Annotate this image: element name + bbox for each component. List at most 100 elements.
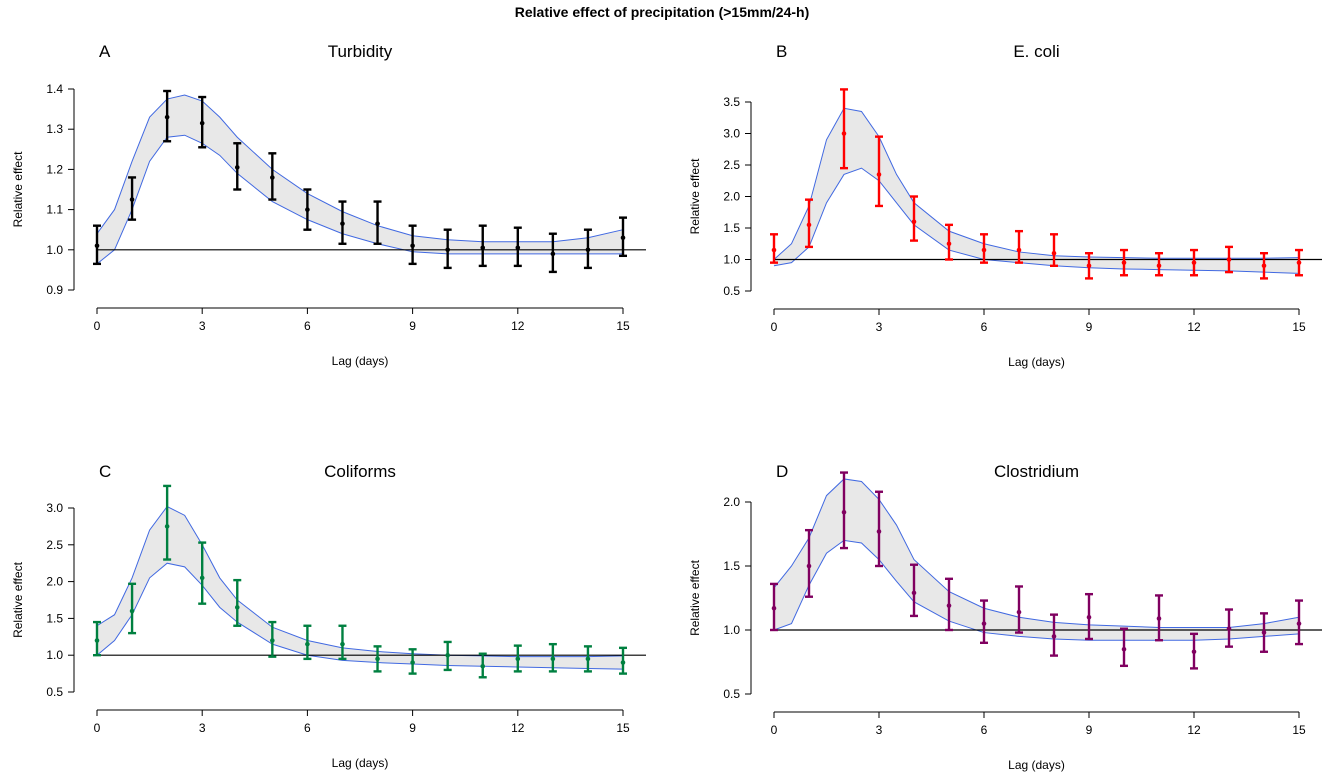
data-point xyxy=(445,247,450,253)
data-point xyxy=(1296,621,1302,626)
data-point xyxy=(1051,634,1057,639)
y-tick-label: 1.0 xyxy=(46,243,63,257)
data-point xyxy=(1156,616,1162,621)
data-point xyxy=(771,605,777,611)
band-upper-line xyxy=(773,478,1300,628)
x-axis-label: Lag (days) xyxy=(1008,758,1065,772)
data-point xyxy=(876,172,882,177)
data-point xyxy=(129,197,135,202)
y-tick-label: 0.5 xyxy=(46,685,63,699)
data-point xyxy=(1086,263,1092,269)
data-point xyxy=(199,575,205,581)
band-upper-line xyxy=(773,107,1300,260)
data-point xyxy=(1121,646,1127,652)
data-point xyxy=(946,603,952,608)
x-tick-label: 3 xyxy=(199,319,206,333)
data-point xyxy=(340,641,345,647)
x-tick-label: 6 xyxy=(981,723,988,737)
data-point xyxy=(305,641,310,647)
data-point xyxy=(981,621,987,626)
x-tick-label: 3 xyxy=(876,320,883,334)
band-lower-line xyxy=(773,167,1300,274)
data-point xyxy=(1226,257,1232,262)
y-tick-label: 2.0 xyxy=(46,575,63,589)
confidence-band xyxy=(774,108,1299,274)
data-point xyxy=(1156,263,1162,269)
x-tick-label: 9 xyxy=(409,319,416,333)
x-tick-label: 6 xyxy=(304,721,311,735)
x-tick-label: 9 xyxy=(1086,723,1093,737)
data-point xyxy=(515,656,521,662)
y-tick-label: 1.0 xyxy=(723,253,740,267)
data-point xyxy=(771,247,777,253)
panel-a: A Turbidity 0.9 1.0 1.1 1.2 1.3 1.4 0 3 6 9 12 15 Lag … xyxy=(11,42,646,368)
data-point xyxy=(550,656,556,662)
panel-letter: A xyxy=(99,42,111,61)
data-point xyxy=(550,251,556,257)
figure-title: Relative effect of precipitation (>15mm/… xyxy=(514,4,810,20)
data-point xyxy=(234,605,240,610)
data-point xyxy=(94,638,100,643)
x-tick-label: 6 xyxy=(304,319,311,333)
y-tick-label: 3.5 xyxy=(723,95,740,109)
x-tick-label: 6 xyxy=(981,320,988,334)
data-point xyxy=(1016,609,1022,615)
y-tick-label: 1.1 xyxy=(46,203,63,217)
data-point xyxy=(164,524,170,529)
band-upper-line xyxy=(96,94,624,243)
data-point xyxy=(585,247,591,253)
data-point xyxy=(94,243,100,249)
confidence-band xyxy=(774,478,1299,641)
x-tick-label: 12 xyxy=(1187,320,1201,334)
x-tick-label: 12 xyxy=(1187,723,1201,737)
panel-letter: B xyxy=(776,42,787,61)
band-upper-line xyxy=(96,505,624,658)
x-tick-label: 0 xyxy=(771,320,778,334)
data-point xyxy=(480,245,486,251)
y-tick-label: 2.5 xyxy=(46,538,63,552)
data-point xyxy=(585,656,591,662)
data-point xyxy=(480,663,486,669)
y-tick-label: 2.0 xyxy=(723,190,740,204)
data-point xyxy=(1261,263,1267,269)
x-tick-label: 12 xyxy=(511,319,525,333)
panel-c: C Coliforms 0.5 1.0 1.5 2.0 2.5 3.0 0 3 6 9 12 15 Lag … xyxy=(11,462,646,770)
data-point xyxy=(305,207,310,212)
data-point xyxy=(1051,250,1057,256)
x-tick-label: 9 xyxy=(409,721,416,735)
data-point xyxy=(1086,614,1092,620)
data-point xyxy=(1296,260,1302,265)
x-tick-label: 15 xyxy=(1292,723,1306,737)
confidence-band xyxy=(97,506,623,670)
data-point xyxy=(164,114,170,120)
panel-title: E. coli xyxy=(1013,42,1059,61)
panel-letter: C xyxy=(99,462,111,481)
panel-letter: D xyxy=(776,462,788,481)
data-point xyxy=(234,165,240,170)
band-lower-line xyxy=(96,562,624,670)
data-point xyxy=(620,660,626,665)
data-point xyxy=(806,563,812,569)
x-tick-label: 9 xyxy=(1086,320,1093,334)
panel-b: B E. coli 0.5 1.0 1.5 2.0 2.5 3.0 3.5 0 3 6 9 12 15 Lag… xyxy=(688,42,1322,369)
y-tick-label: 1.4 xyxy=(46,82,63,96)
x-axis-label: Lag (days) xyxy=(1008,355,1065,369)
data-point xyxy=(1191,260,1197,265)
y-axis-label: Relative effect xyxy=(688,559,702,635)
x-axis-label: Lag (days) xyxy=(332,354,389,368)
data-point xyxy=(445,652,450,658)
y-tick-label: 1.5 xyxy=(723,221,740,235)
y-tick-label: 1.2 xyxy=(46,162,63,176)
x-tick-label: 3 xyxy=(199,721,206,735)
data-point xyxy=(515,245,521,251)
data-point xyxy=(911,590,917,596)
data-point xyxy=(981,247,987,253)
data-point xyxy=(375,221,380,226)
data-point xyxy=(946,241,952,247)
y-tick-label: 1.0 xyxy=(723,623,740,637)
panel-title: Coliforms xyxy=(324,462,396,481)
data-point xyxy=(806,222,812,228)
data-point xyxy=(1121,260,1127,265)
y-tick-label: 1.0 xyxy=(46,648,63,662)
